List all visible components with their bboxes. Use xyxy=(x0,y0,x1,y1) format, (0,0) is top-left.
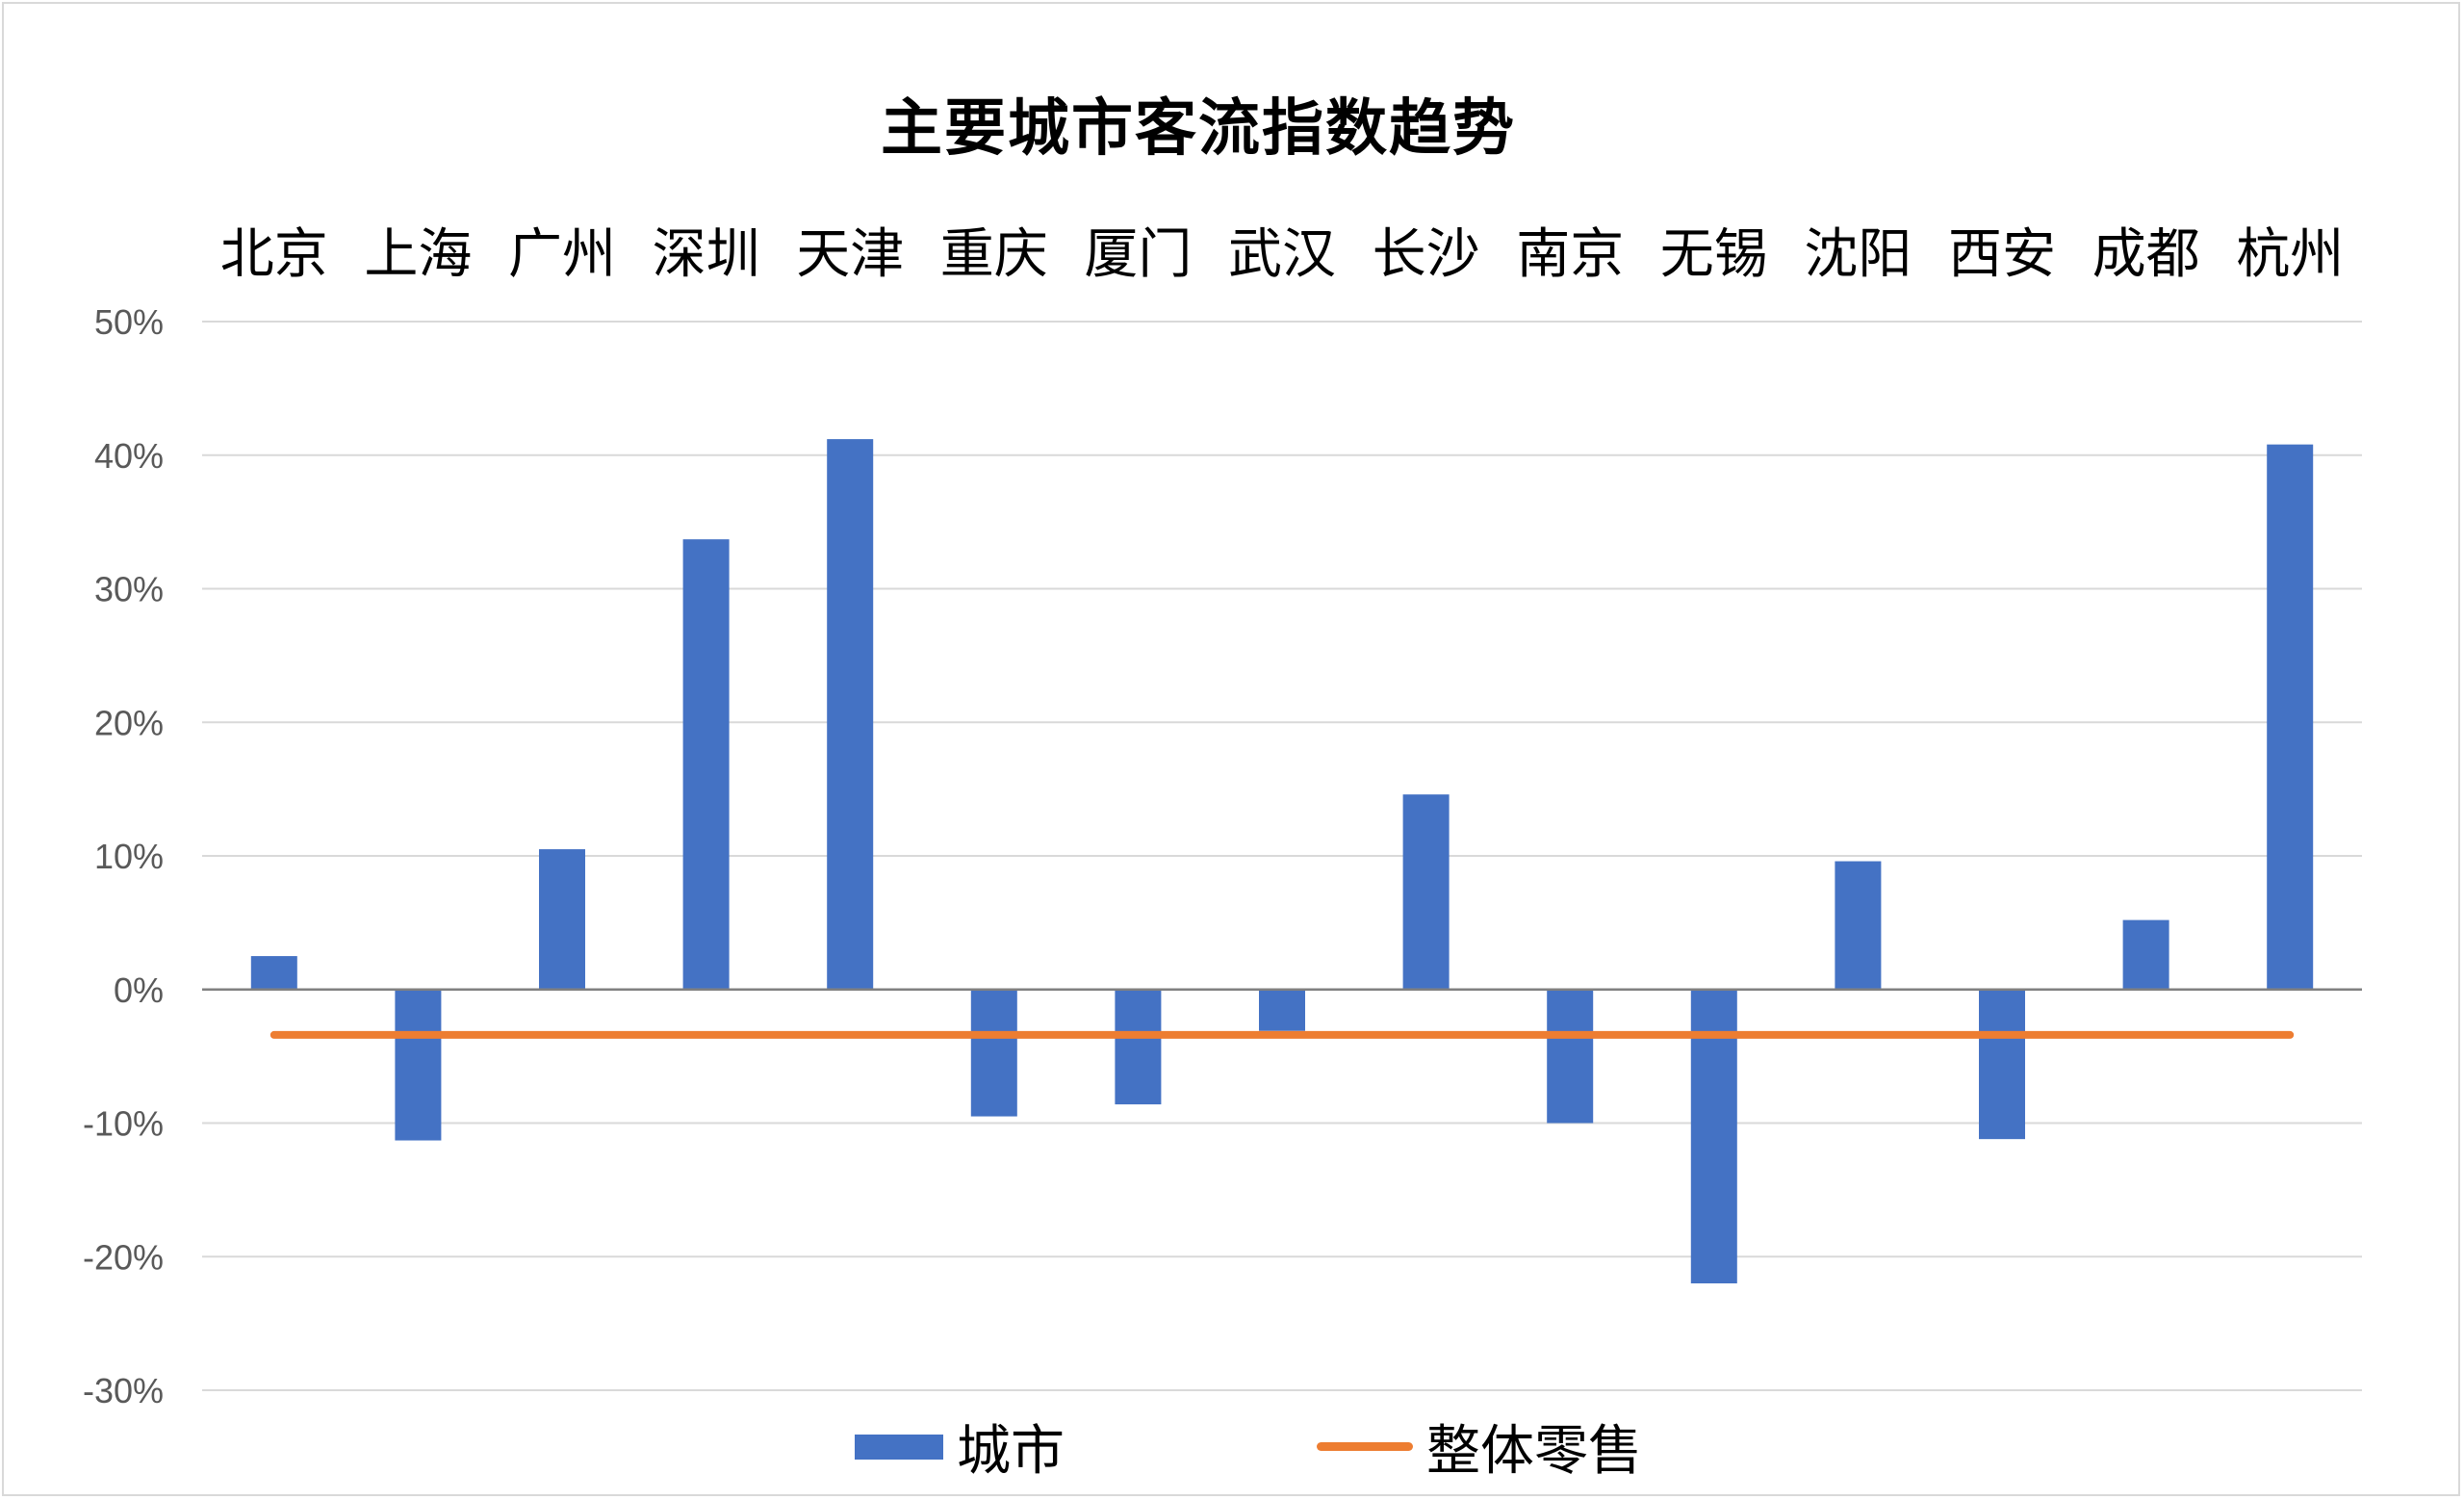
x-category-label: 重庆 xyxy=(940,223,1048,286)
bar xyxy=(827,439,874,990)
x-category-label: 成都 xyxy=(2092,223,2200,286)
legend: 城市 整体零售 xyxy=(0,1408,2464,1485)
bar xyxy=(539,849,585,990)
x-category-label: 厦门 xyxy=(1084,223,1192,286)
legend-label-overall-retail: 整体零售 xyxy=(1426,1420,1642,1483)
bar xyxy=(1547,989,1594,1124)
x-category-label: 南京 xyxy=(1516,223,1624,286)
bar xyxy=(395,989,442,1141)
y-tick-label: -30% xyxy=(83,1371,164,1410)
y-tick-label: 30% xyxy=(94,570,164,609)
x-category-label: 无锡 xyxy=(1660,223,1768,286)
bar xyxy=(1835,861,1882,990)
y-tick-label: -20% xyxy=(83,1237,164,1277)
x-category-label: 沈阳 xyxy=(1804,223,1912,286)
bar xyxy=(1979,989,2025,1140)
bar xyxy=(1259,989,1305,1031)
legend-label-city: 城市 xyxy=(957,1420,1065,1483)
x-category-label: 深圳 xyxy=(653,223,760,286)
bar xyxy=(2122,919,2169,990)
x-category-label: 西安 xyxy=(1948,223,2056,286)
y-tick-label: 10% xyxy=(94,837,164,876)
y-tick-label: 20% xyxy=(94,703,164,742)
y-tick-label: 40% xyxy=(94,436,164,476)
bar xyxy=(970,989,1017,1117)
bar xyxy=(1115,989,1162,1105)
y-tick-label: 50% xyxy=(94,302,164,342)
x-category-label: 武汉 xyxy=(1228,223,1336,286)
y-tick-label: 0% xyxy=(114,970,164,1010)
chart-title: 主要城市客流指数趋势 xyxy=(881,93,1516,165)
x-category-label: 上海 xyxy=(364,223,472,286)
legend-swatch-line xyxy=(1317,1442,1413,1451)
x-category-label: 长沙 xyxy=(1373,223,1480,286)
x-category-label: 广州 xyxy=(508,223,616,286)
y-tick-label: -10% xyxy=(83,1104,164,1144)
x-category-label: 北京 xyxy=(220,223,328,286)
bar xyxy=(682,539,730,990)
legend-item-overall-retail: 整体零售 xyxy=(1317,1408,1642,1486)
legend-swatch-bar xyxy=(855,1434,943,1460)
bar xyxy=(250,956,297,990)
x-category-label: 杭州 xyxy=(2236,223,2344,286)
bar xyxy=(1402,794,1450,990)
legend-item-city: 城市 xyxy=(855,1408,1065,1486)
bar xyxy=(2267,444,2314,990)
x-category-label: 天津 xyxy=(796,223,904,286)
